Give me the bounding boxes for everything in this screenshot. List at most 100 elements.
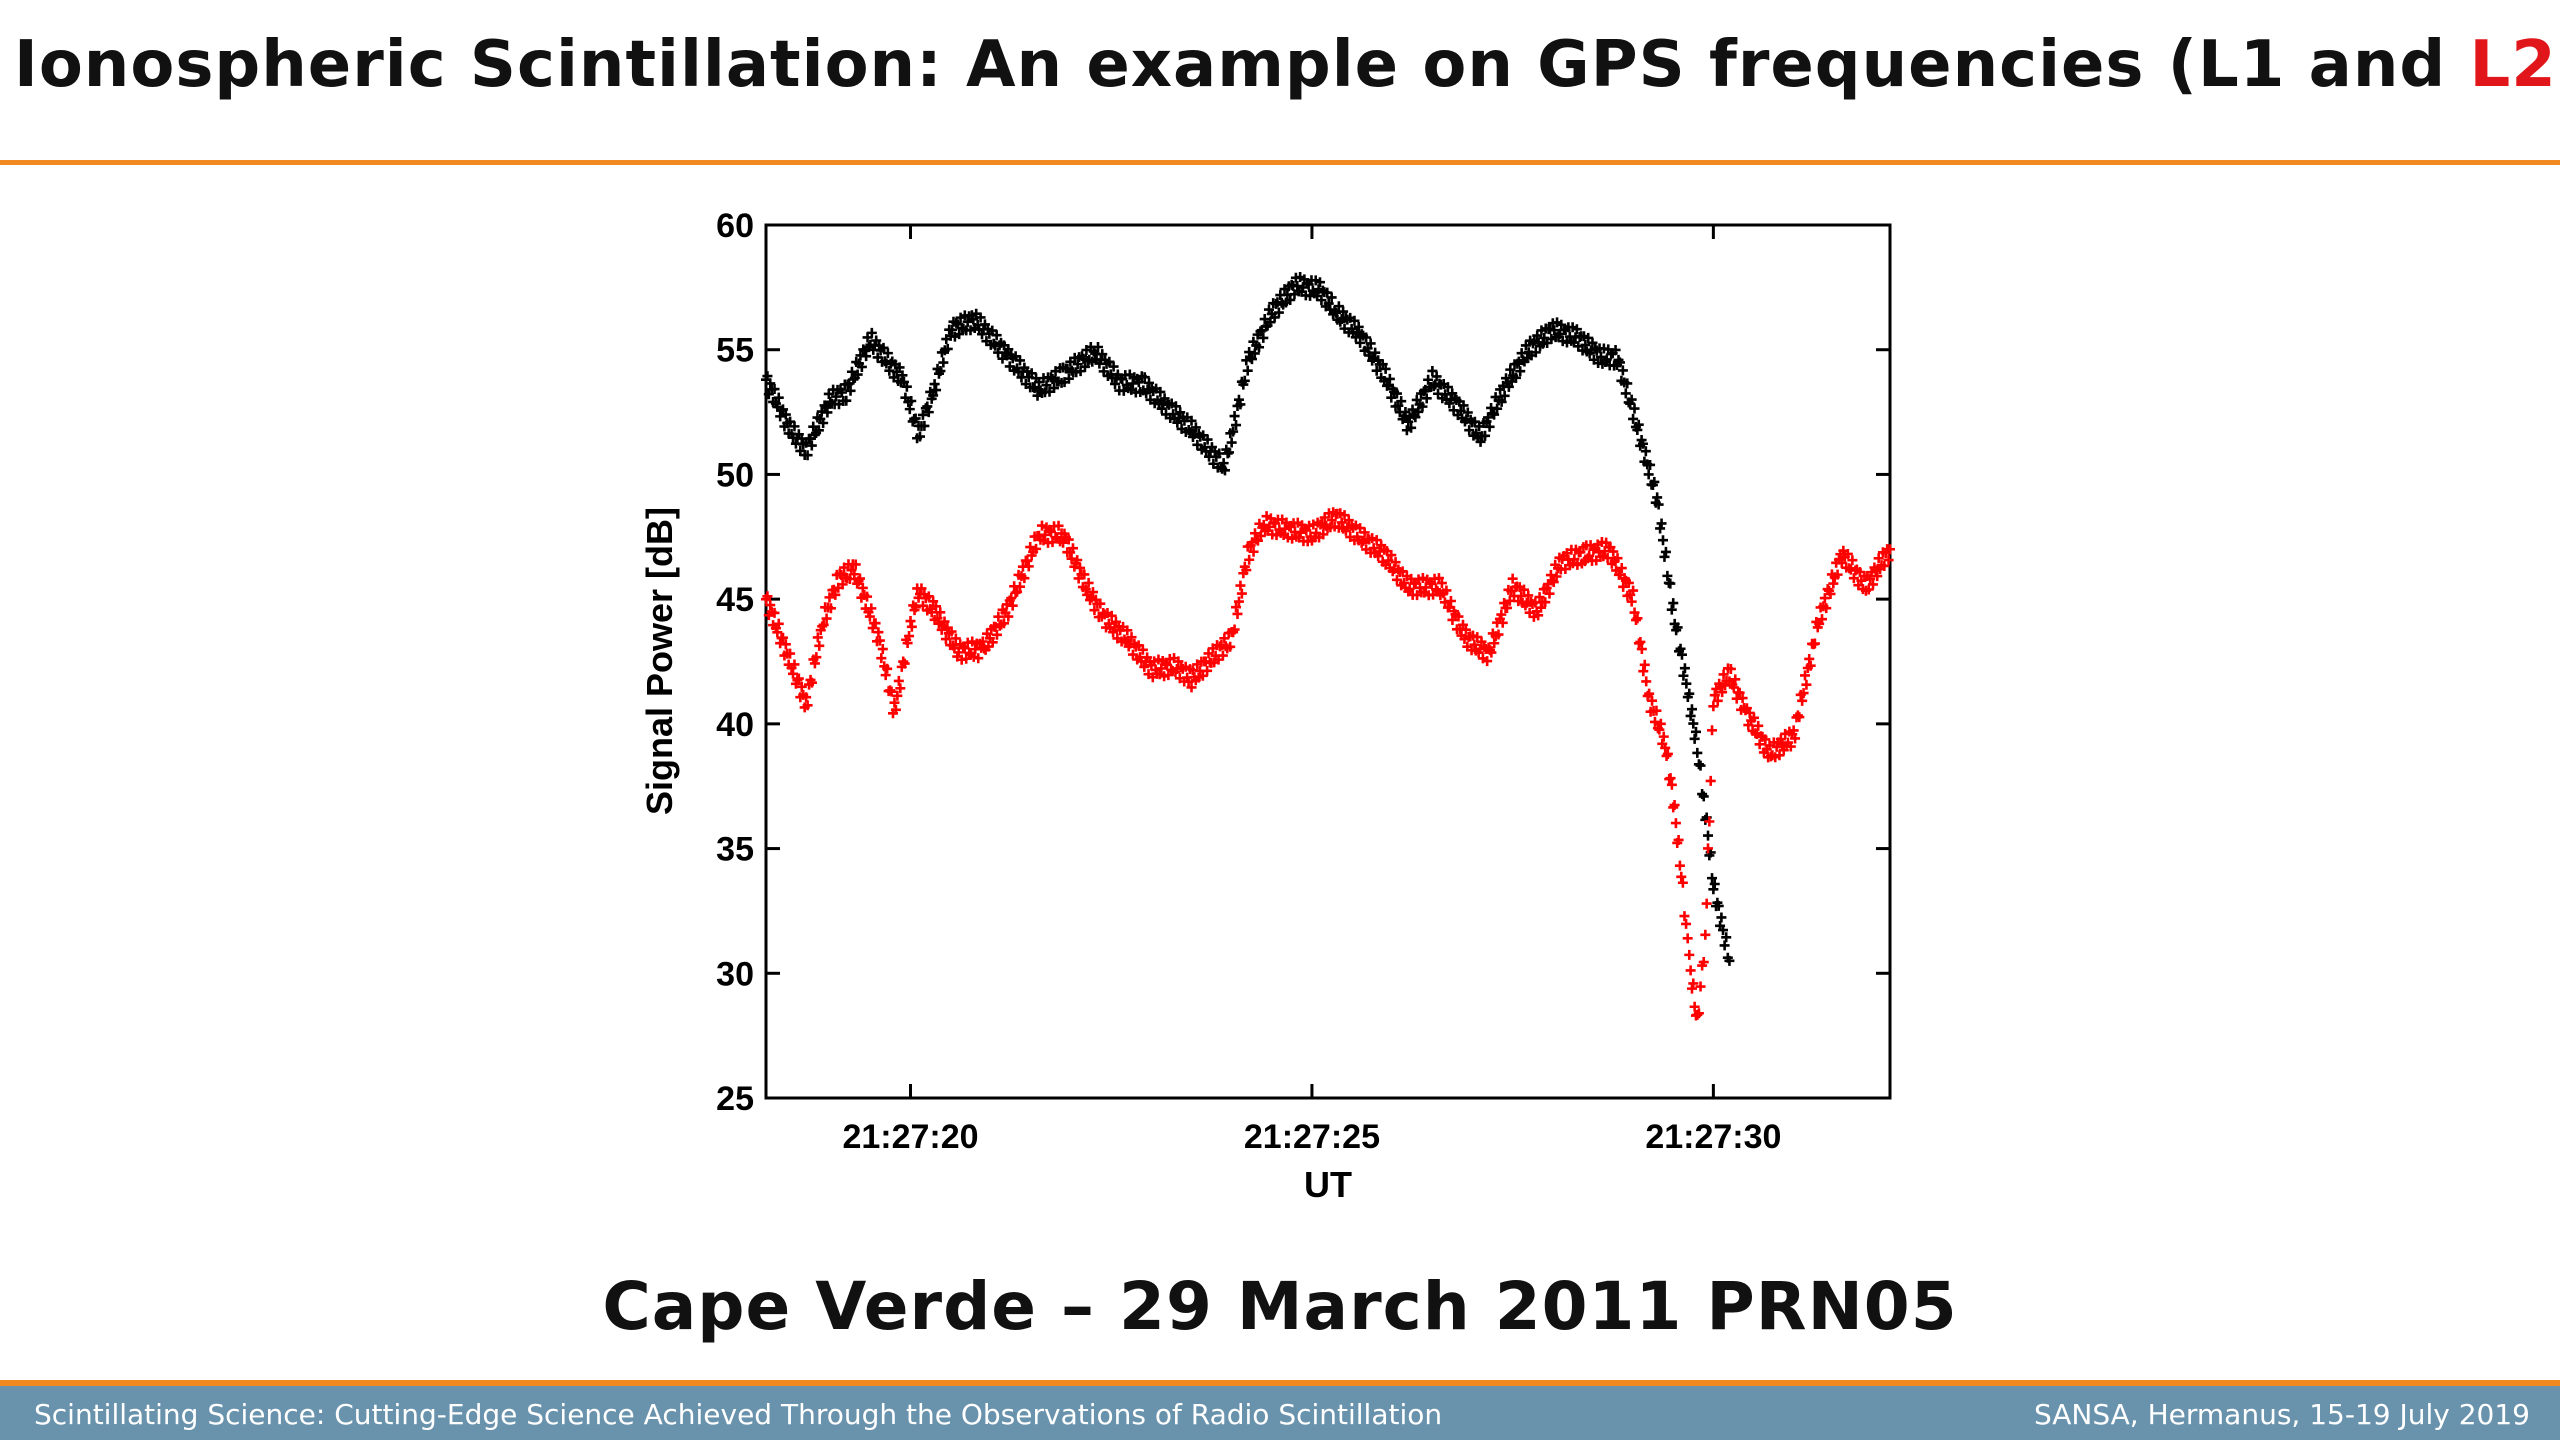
l1-point [1464, 425, 1475, 436]
slide-title-close: ) [2557, 28, 2560, 102]
l1-point [1144, 377, 1155, 388]
l2-point [1775, 734, 1786, 745]
l2-point [1718, 669, 1729, 680]
l2-point [1681, 918, 1692, 929]
l1-point [1660, 546, 1671, 557]
l1-point [1110, 378, 1121, 389]
l2-point [1063, 534, 1074, 545]
l1-point [1571, 324, 1582, 335]
l2-point [895, 683, 906, 694]
l2-point [870, 618, 881, 629]
l2-point [1339, 510, 1350, 521]
l2-point [1183, 676, 1194, 687]
signal-power-chart: 25 30 35 40 45 50 55 60 21:27:20 21:27:25 21:27:3… [639, 207, 1895, 1205]
l1-point [929, 379, 940, 390]
l1-point [1662, 570, 1673, 581]
l2-point [1089, 605, 1100, 616]
l2-point [1545, 570, 1556, 581]
l2-point [801, 692, 812, 703]
l1-point [919, 420, 930, 431]
l1-point [1672, 622, 1683, 633]
l1-point [818, 418, 829, 428]
l2-point [1368, 543, 1379, 554]
l2-point [1139, 661, 1150, 672]
l2-point [1748, 712, 1759, 723]
l2-point [857, 582, 868, 593]
l1-point [1587, 337, 1598, 348]
l2-point [1453, 611, 1464, 622]
l1-point [1159, 393, 1170, 404]
l1-point [1349, 315, 1360, 326]
y-axis-label: Signal Power [dB] [639, 507, 680, 815]
l1-point [1659, 551, 1670, 562]
l2-point [991, 629, 1002, 640]
l1-point [1421, 393, 1432, 404]
l1-point [1133, 377, 1144, 388]
l2-point [910, 602, 921, 613]
l1-point [922, 401, 933, 412]
l2-point [1493, 629, 1504, 640]
l1-point [1689, 733, 1700, 744]
l2-point [1676, 871, 1687, 882]
l2-point [1628, 585, 1639, 596]
l2-point [1006, 593, 1017, 604]
l2-point [1053, 520, 1064, 531]
l2-point [796, 681, 807, 692]
l2-point [1885, 544, 1895, 555]
l2-point [1497, 617, 1508, 628]
l2-point [1489, 638, 1500, 649]
l2-point [1801, 679, 1812, 690]
l1-point [1496, 396, 1507, 407]
l2-point [788, 668, 799, 679]
l2-point [1126, 632, 1137, 643]
y-tick-label: 40 [716, 706, 754, 744]
l2-point [877, 644, 888, 655]
l2-point [1883, 555, 1894, 566]
footer-event-title: Scintillating Science: Cutting-Edge Scie… [34, 1398, 1443, 1431]
l2-point [1654, 724, 1665, 735]
l1-point [1097, 349, 1108, 360]
l2-point [1359, 527, 1370, 538]
l1-point [813, 425, 824, 436]
l2-point [1805, 660, 1816, 671]
l1-point [904, 404, 915, 415]
l2-point [1626, 596, 1637, 607]
l2-point [999, 618, 1010, 629]
l1-point [1338, 306, 1349, 317]
l1-point [1333, 301, 1344, 312]
l1-point [1580, 339, 1591, 350]
l2-point [1202, 665, 1213, 676]
l1-point [1365, 338, 1376, 349]
l2-point [1122, 625, 1133, 636]
l2-point [1022, 555, 1033, 566]
l1-point [846, 366, 857, 377]
l2-point [1019, 573, 1030, 584]
l1-point [775, 411, 786, 422]
l1-point [1108, 361, 1119, 372]
l1-point [975, 312, 986, 323]
l1-point [1046, 372, 1057, 383]
l2-point [1217, 650, 1228, 661]
l2-point [1219, 633, 1230, 644]
l2-point [890, 704, 901, 715]
l2-point [789, 659, 800, 670]
l1-point [1656, 518, 1667, 529]
l2-point [1666, 779, 1677, 790]
l1-point [1242, 365, 1253, 376]
l2-point [1014, 581, 1025, 592]
l2-point [1701, 898, 1712, 909]
l2-point [1250, 528, 1261, 539]
l2-point [1535, 602, 1546, 613]
l1-point [1690, 726, 1701, 737]
l2-point [1231, 602, 1242, 613]
l2-point [1794, 712, 1805, 723]
l1-point [1640, 446, 1651, 457]
l1-point [1462, 407, 1473, 418]
l2-point [773, 618, 784, 629]
l1-point [1549, 325, 1560, 336]
l2-point [1688, 978, 1699, 989]
l1-point [820, 402, 831, 413]
l1-point [1168, 409, 1179, 420]
l1-point [1698, 791, 1709, 802]
l1-point [951, 317, 962, 328]
